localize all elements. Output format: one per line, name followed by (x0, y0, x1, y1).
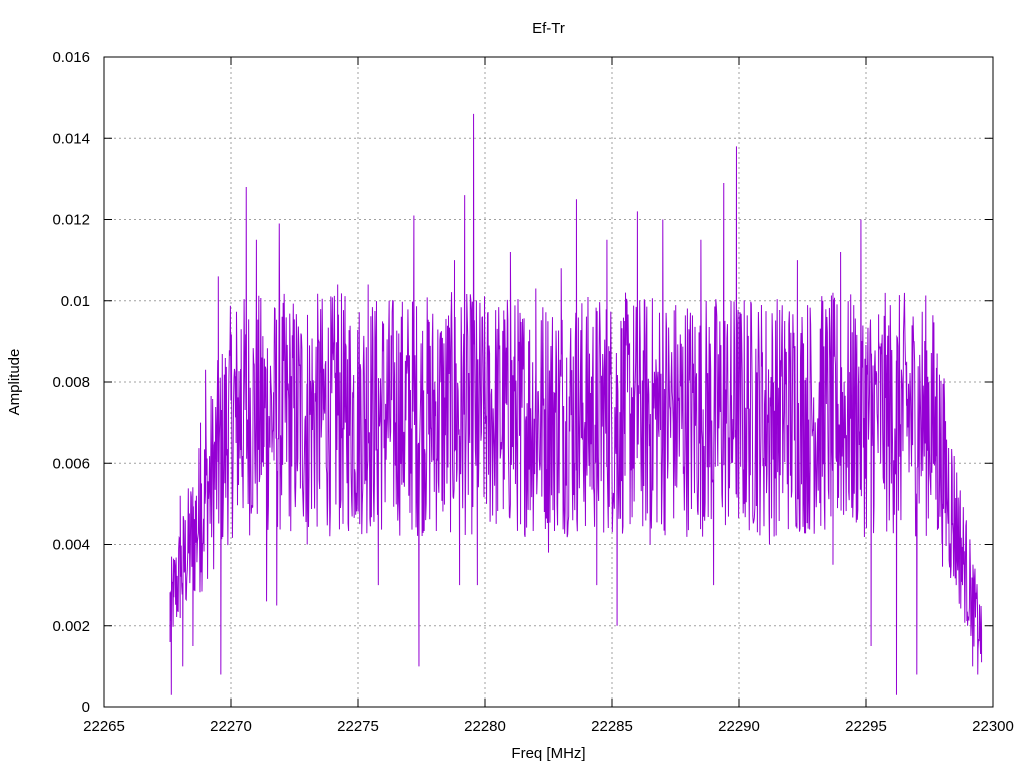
grid (104, 57, 993, 707)
series-layer (169, 113, 983, 695)
y-tick-label: 0 (82, 699, 90, 716)
x-axis-label: Freq [MHz] (511, 745, 585, 762)
y-tick-label: 0.016 (52, 49, 90, 66)
series-line (169, 113, 983, 695)
chart-title: Ef-Tr (532, 20, 565, 37)
y-tick-label: 0.01 (61, 293, 90, 310)
y-tick-label: 0.004 (52, 537, 90, 554)
y-tick-label: 0.006 (52, 455, 90, 472)
x-tick-label: 22285 (591, 718, 633, 735)
x-tick-label: 22300 (972, 718, 1014, 735)
x-tick-label: 22275 (337, 718, 379, 735)
x-tick-label: 22290 (718, 718, 760, 735)
y-tick-label: 0.002 (52, 618, 90, 635)
y-axis-label: Amplitude (6, 349, 23, 416)
ticks: 22265 22270 22275 22280 22285 22290 22295 22300… (52, 49, 1013, 735)
y-tick-label: 0.008 (52, 374, 90, 391)
x-tick-label: 22295 (845, 718, 887, 735)
y-tick-label: 0.014 (52, 130, 90, 147)
x-tick-label: 22280 (464, 718, 506, 735)
y-tick-label: 0.012 (52, 212, 90, 229)
x-tick-label: 22265 (83, 718, 125, 735)
x-tick-label: 22270 (210, 718, 252, 735)
